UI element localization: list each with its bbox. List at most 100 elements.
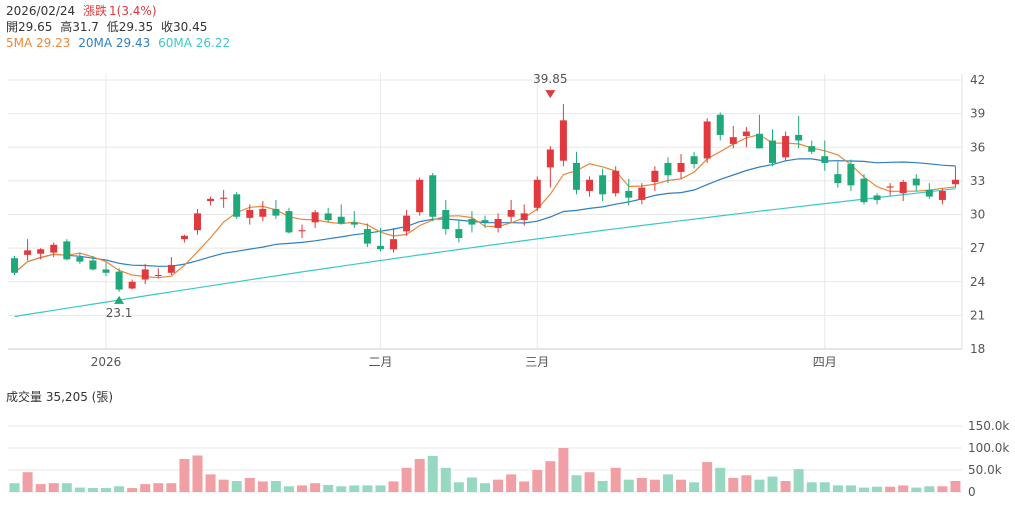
volume-bar bbox=[911, 487, 922, 492]
candle-body bbox=[455, 229, 463, 239]
candle-body bbox=[899, 181, 907, 194]
price-tick-label: 39 bbox=[970, 107, 985, 121]
volume-bar bbox=[832, 485, 843, 492]
ma5-value: 29.23 bbox=[36, 36, 71, 50]
volume-bar bbox=[127, 488, 138, 492]
open-label: 開 bbox=[6, 20, 19, 34]
candle-body bbox=[115, 271, 123, 290]
candle-body bbox=[154, 275, 162, 277]
volume-bar bbox=[61, 483, 72, 492]
price-tick-label: 36 bbox=[970, 140, 985, 154]
volume-bar bbox=[362, 485, 373, 492]
volume-bar bbox=[780, 481, 791, 492]
ma20-label: 20MA bbox=[78, 36, 113, 50]
volume-bar bbox=[924, 486, 935, 492]
x-tick-label: 二月 bbox=[368, 355, 392, 369]
high-value: 31.7 bbox=[72, 20, 99, 34]
candle-body bbox=[37, 249, 45, 254]
volume-bar bbox=[623, 479, 634, 492]
ma60-label: 60MA bbox=[158, 36, 192, 50]
volume-bar bbox=[192, 455, 203, 492]
candle-body bbox=[220, 197, 228, 199]
candle-body bbox=[873, 195, 881, 200]
candle-body bbox=[337, 216, 345, 224]
volume-bar bbox=[231, 481, 242, 492]
volume-bar bbox=[806, 482, 817, 492]
volume-bar bbox=[153, 483, 164, 492]
high-marker-icon bbox=[545, 90, 556, 99]
x-tick-label: 四月 bbox=[813, 355, 837, 369]
candle-body bbox=[50, 244, 58, 253]
candle-body bbox=[703, 121, 711, 159]
candle-body bbox=[520, 213, 528, 221]
candle-body bbox=[390, 239, 398, 250]
volume-bar bbox=[388, 481, 399, 492]
volume-bar bbox=[244, 477, 255, 492]
candle-body bbox=[102, 269, 110, 273]
info-row-ohlc: 開29.65 高31.7 低29.35 收30.45 bbox=[6, 19, 211, 35]
x-tick-label: 2026 bbox=[91, 355, 122, 369]
candle-body bbox=[808, 146, 816, 152]
ma20-value: 29.43 bbox=[115, 36, 151, 50]
candle-body bbox=[834, 174, 842, 184]
ma60-value: 26.22 bbox=[195, 36, 231, 50]
info-row-ma: 5MA 29.23 20MA 29.43 60MA 26.22 bbox=[6, 35, 234, 51]
volume-bar bbox=[336, 486, 347, 492]
volume-bar bbox=[597, 481, 608, 492]
volume-bar bbox=[898, 485, 909, 492]
volume-bar bbox=[480, 483, 490, 492]
candle-body bbox=[63, 241, 71, 260]
volume-bar bbox=[466, 477, 477, 492]
volume-bar bbox=[401, 467, 412, 492]
candle-body bbox=[442, 210, 450, 230]
candle-body bbox=[572, 162, 580, 190]
volume-bar bbox=[519, 481, 530, 492]
volume-bar bbox=[728, 477, 739, 492]
candle-body bbox=[76, 257, 84, 262]
open-value: 29.65 bbox=[18, 20, 53, 34]
candle-body bbox=[259, 208, 267, 217]
volume-bar bbox=[950, 481, 961, 492]
price-tick-label: 21 bbox=[970, 308, 985, 322]
candle-body bbox=[468, 218, 476, 225]
candle-body bbox=[769, 140, 777, 163]
candle-body bbox=[363, 229, 371, 244]
low-label: 低 bbox=[106, 20, 119, 34]
volume-tick-label: 50.0k bbox=[968, 463, 1002, 477]
volume-bar bbox=[87, 488, 98, 492]
candle-body bbox=[559, 120, 567, 161]
volume-bar bbox=[493, 479, 504, 492]
price-tick-label: 18 bbox=[970, 342, 985, 356]
candle-body bbox=[821, 156, 829, 163]
close-label: 收 bbox=[160, 20, 173, 34]
price-tick-label: 33 bbox=[970, 174, 985, 188]
volume-bar bbox=[22, 472, 33, 492]
volume-bar bbox=[689, 482, 700, 492]
candle-body bbox=[742, 131, 750, 137]
high-annotation-label: 39.85 bbox=[533, 72, 567, 86]
volume-bar bbox=[676, 479, 687, 492]
candle-body bbox=[546, 149, 554, 168]
candle-body bbox=[782, 136, 790, 158]
volume-bar bbox=[283, 486, 294, 492]
volume-bar bbox=[349, 485, 360, 492]
change-label: 漲跌 bbox=[83, 4, 108, 18]
x-tick-label: 三月 bbox=[525, 355, 549, 369]
low-annotation-label: 23.1 bbox=[106, 306, 133, 320]
volume-tick-label: 0 bbox=[968, 485, 976, 499]
candle-body bbox=[651, 170, 659, 182]
close-value: 30.45 bbox=[172, 20, 208, 34]
candle-body bbox=[533, 179, 541, 208]
volume-bar bbox=[297, 485, 308, 492]
ma5-line bbox=[14, 134, 956, 279]
price-tick-label: 42 bbox=[970, 73, 985, 87]
candle-body bbox=[167, 264, 175, 273]
volume-bar bbox=[48, 483, 59, 492]
volume-bar bbox=[453, 482, 464, 492]
candle-body bbox=[625, 190, 633, 198]
candle-body bbox=[925, 189, 933, 197]
candle-body bbox=[664, 162, 672, 176]
candle-body bbox=[324, 213, 332, 221]
low-value: 29.35 bbox=[118, 20, 154, 34]
